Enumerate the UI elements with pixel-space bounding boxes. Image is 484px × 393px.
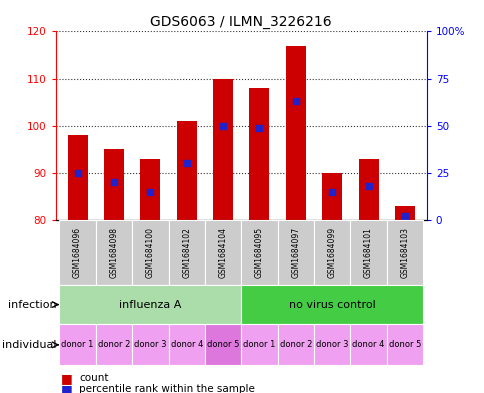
- Bar: [394, 206, 414, 220]
- Text: donor 1: donor 1: [61, 340, 93, 349]
- Text: donor 4: donor 4: [170, 340, 202, 349]
- Text: individual: individual: [2, 340, 56, 350]
- Text: donor 2: donor 2: [279, 340, 311, 349]
- Title: GDS6063 / ILMN_3226216: GDS6063 / ILMN_3226216: [150, 15, 332, 29]
- Bar: [104, 149, 124, 220]
- Text: percentile rank within the sample: percentile rank within the sample: [79, 384, 255, 393]
- Text: donor 3: donor 3: [134, 340, 166, 349]
- Bar: [59, 324, 95, 365]
- Bar: [204, 324, 241, 365]
- Text: infection: infection: [8, 299, 56, 310]
- Text: GSM1684102: GSM1684102: [182, 227, 191, 278]
- Text: donor 2: donor 2: [98, 340, 130, 349]
- Bar: [59, 285, 241, 324]
- Bar: [67, 135, 88, 220]
- Text: donor 1: donor 1: [243, 340, 275, 349]
- Text: donor 4: donor 4: [352, 340, 384, 349]
- Bar: [132, 324, 168, 365]
- Bar: [204, 220, 241, 285]
- Text: no virus control: no virus control: [288, 299, 375, 310]
- Text: GSM1684100: GSM1684100: [146, 227, 154, 278]
- Point: [400, 213, 408, 219]
- Text: ■: ■: [60, 382, 72, 393]
- Text: influenza A: influenza A: [119, 299, 181, 310]
- Text: donor 5: donor 5: [207, 340, 239, 349]
- Bar: [132, 220, 168, 285]
- Bar: [314, 324, 349, 365]
- Bar: [386, 324, 422, 365]
- Bar: [358, 159, 378, 220]
- Bar: [349, 324, 386, 365]
- Text: GSM1684099: GSM1684099: [327, 227, 336, 278]
- Bar: [277, 220, 314, 285]
- Bar: [321, 173, 342, 220]
- Bar: [168, 220, 204, 285]
- Point: [110, 179, 118, 185]
- Bar: [168, 324, 204, 365]
- Bar: [249, 88, 269, 220]
- Text: GSM1684103: GSM1684103: [400, 227, 408, 278]
- Bar: [241, 324, 277, 365]
- Bar: [277, 324, 314, 365]
- Bar: [314, 220, 349, 285]
- Text: GSM1684096: GSM1684096: [73, 227, 82, 278]
- Text: GSM1684101: GSM1684101: [363, 227, 372, 278]
- Point: [146, 189, 154, 195]
- Text: count: count: [79, 373, 108, 383]
- Bar: [285, 46, 305, 220]
- Bar: [140, 159, 160, 220]
- Bar: [241, 285, 422, 324]
- Text: donor 3: donor 3: [315, 340, 348, 349]
- Bar: [386, 220, 422, 285]
- Bar: [212, 79, 233, 220]
- Point: [74, 170, 81, 176]
- Text: GSM1684098: GSM1684098: [109, 227, 118, 278]
- Text: GSM1684104: GSM1684104: [218, 227, 227, 278]
- Point: [328, 189, 335, 195]
- Bar: [59, 220, 95, 285]
- Text: donor 5: donor 5: [388, 340, 420, 349]
- Point: [182, 160, 190, 167]
- Text: GSM1684097: GSM1684097: [291, 227, 300, 278]
- Point: [291, 98, 299, 105]
- Bar: [176, 121, 197, 220]
- Point: [255, 125, 263, 131]
- Bar: [95, 220, 132, 285]
- Point: [364, 183, 372, 189]
- Bar: [95, 324, 132, 365]
- Bar: [349, 220, 386, 285]
- Point: [219, 123, 227, 129]
- Bar: [241, 220, 277, 285]
- Text: GSM1684095: GSM1684095: [255, 227, 263, 278]
- Text: ■: ■: [60, 371, 72, 385]
